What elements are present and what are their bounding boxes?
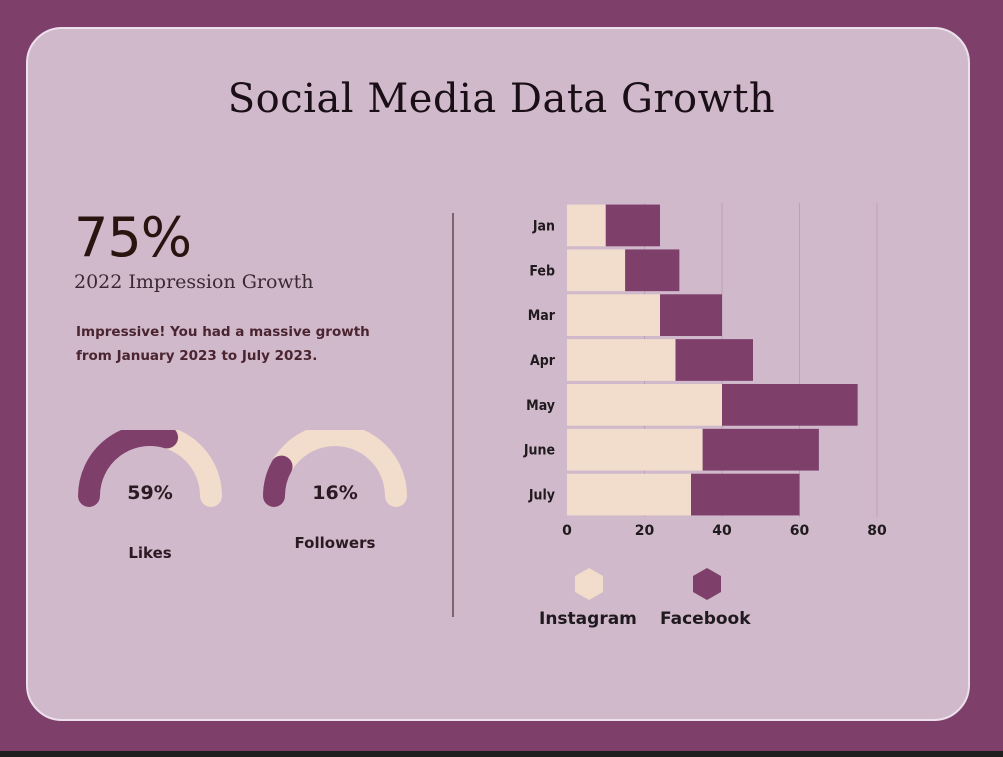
x-tick-label-0: 0 — [562, 523, 572, 539]
bar-instagram-july — [567, 473, 691, 516]
bar-facebook-june — [702, 428, 819, 471]
category-label-feb: Feb — [529, 263, 555, 279]
x-tick-label-80: 80 — [867, 523, 887, 539]
legend-item-instagram: Instagram — [539, 566, 639, 636]
hexagon-icon — [575, 568, 603, 600]
x-tick-label-40: 40 — [712, 523, 732, 539]
impression-growth-label: 2022 Impression Growth — [74, 271, 314, 293]
likes-gauge-label: Likes — [128, 544, 172, 562]
category-label-jan: Jan — [532, 218, 555, 234]
hexagon-icon — [693, 568, 721, 600]
section-divider — [452, 213, 454, 617]
followers-gauge-fill — [263, 455, 293, 507]
likes-gauge-arc — [78, 424, 222, 507]
bar-instagram-june — [567, 428, 703, 471]
likes-gauge: 59% Likes — [74, 424, 226, 570]
bar-facebook-may — [722, 383, 858, 426]
bar-facebook-feb — [625, 249, 680, 292]
category-label-june: June — [523, 443, 555, 459]
category-label-apr: Apr — [530, 353, 556, 369]
followers-gauge: 16% Followers — [259, 424, 411, 570]
legend-label-facebook: Facebook — [660, 609, 751, 629]
bar-instagram-may — [567, 383, 722, 426]
growth-bar-chart: Jan Feb Mar Apr May June July 0 20 40 60 80 — [523, 203, 887, 539]
category-label-mar: Mar — [528, 308, 556, 324]
likes-gauge-percent: 59% — [127, 482, 173, 504]
followers-gauge-percent: 16% — [312, 482, 358, 504]
bar-instagram-jan — [567, 204, 606, 247]
x-tick-label-20: 20 — [635, 523, 655, 539]
bar-instagram-apr — [567, 339, 676, 381]
bar-facebook-july — [691, 473, 800, 516]
page-title: Social Media Data Growth — [227, 76, 776, 122]
bar-instagram-mar — [567, 294, 660, 337]
x-tick-label-60: 60 — [790, 523, 810, 539]
likes-gauge-fill — [78, 424, 179, 507]
legend-label-instagram: Instagram — [539, 609, 637, 629]
category-label-july: July — [528, 488, 555, 504]
category-label-may: May — [526, 398, 555, 414]
growth-description: Impressive! You had a massive growth fro… — [76, 324, 370, 364]
legend-item-facebook: Facebook — [660, 566, 760, 636]
followers-gauge-arc — [263, 424, 407, 507]
bar-instagram-feb — [567, 249, 626, 292]
followers-gauge-label: Followers — [294, 534, 376, 552]
impression-growth-value: 75% — [74, 206, 192, 269]
bar-facebook-jan — [605, 204, 660, 247]
bar-facebook-apr — [675, 339, 753, 381]
bar-facebook-mar — [660, 294, 722, 337]
infographic-card — [26, 27, 970, 721]
